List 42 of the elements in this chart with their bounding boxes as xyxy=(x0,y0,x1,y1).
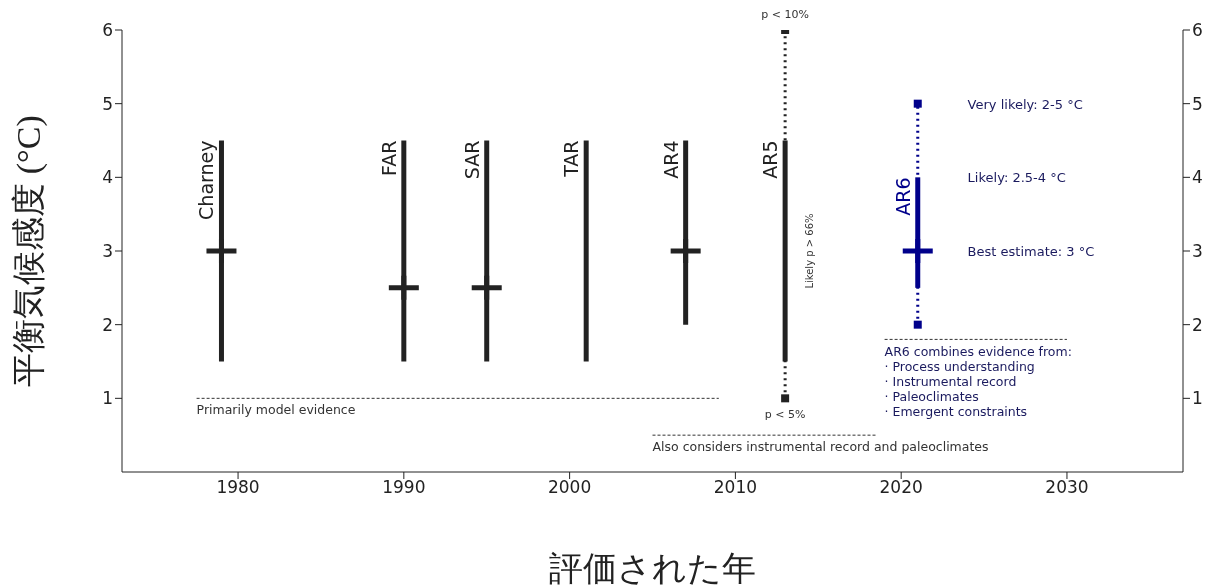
annotation: Very likely: 2-5 °C xyxy=(967,96,1083,112)
y-tick-label: 2 xyxy=(102,314,113,335)
y-axis-title: 平衡気候感度 (°C) xyxy=(10,115,49,387)
x-tick-label: 1980 xyxy=(216,477,260,498)
point xyxy=(388,275,419,300)
text: TAR xyxy=(560,140,583,178)
point xyxy=(913,99,922,108)
y-tick-label: 5 xyxy=(102,93,113,114)
x-tick-label: 2020 xyxy=(879,477,923,498)
annotation: AR6 combines evidence from: · Process understanding · Instrumental record · Paleoclimates · Emergent constraints xyxy=(884,344,1072,420)
text: SAR xyxy=(460,140,483,180)
annotation: Likely: 2.5-4 °C xyxy=(967,170,1066,186)
x-tick-label: 2000 xyxy=(547,477,592,498)
y2-tick-label: 2 xyxy=(1192,314,1203,335)
annotation: Primarily model evidence xyxy=(196,402,356,418)
annotation: Best estimate: 3 °C xyxy=(967,244,1095,259)
y-tick-label: 6 xyxy=(102,20,113,41)
text: AR5 xyxy=(759,140,782,179)
y-tick-label: 4 xyxy=(102,167,113,188)
annotation: Likely p > 66% xyxy=(803,213,815,289)
point xyxy=(206,239,237,263)
y2-tick-label: 6 xyxy=(1192,20,1203,41)
text: FAR xyxy=(377,140,400,176)
text: AR4 xyxy=(659,140,682,179)
y2-tick-label: 1 xyxy=(1192,388,1203,409)
y2-tick-label: 5 xyxy=(1192,93,1203,114)
annotation: p < 10% xyxy=(761,8,809,21)
point xyxy=(913,320,922,329)
point xyxy=(670,239,701,263)
x-axis-title: 評価された年 xyxy=(549,550,756,587)
x-tick-label: 1990 xyxy=(382,477,426,498)
annotation: p < 5% xyxy=(764,408,806,422)
point xyxy=(471,275,502,300)
text: Charney xyxy=(195,140,218,220)
y-tick-label: 3 xyxy=(102,241,113,262)
x-tick-label: 2010 xyxy=(713,477,758,498)
y-tick-label: 1 xyxy=(102,388,113,409)
x-tick-label: 2030 xyxy=(1045,477,1089,498)
y2-tick-label: 4 xyxy=(1192,167,1203,188)
annotation: Also considers instrumental record and paleoclimates xyxy=(652,439,989,455)
y2-tick-label: 3 xyxy=(1192,241,1203,262)
text: AR6 xyxy=(891,177,914,216)
